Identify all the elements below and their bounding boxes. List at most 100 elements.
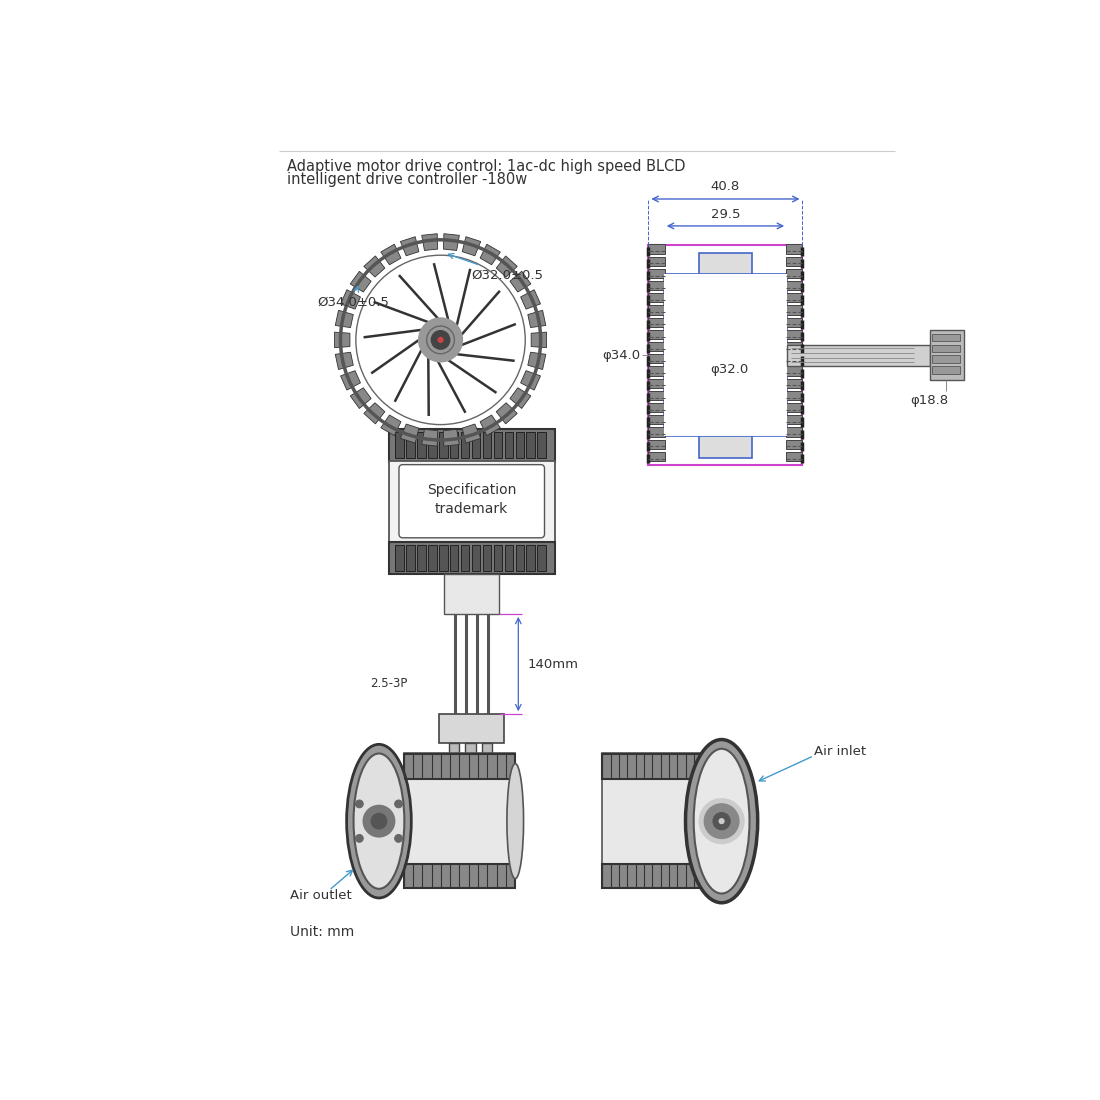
Bar <box>516 544 525 571</box>
Bar <box>439 714 505 744</box>
Text: φ34.0: φ34.0 <box>603 349 640 362</box>
Polygon shape <box>531 332 547 348</box>
Bar <box>483 432 492 459</box>
Bar <box>932 366 960 374</box>
Bar <box>649 354 666 363</box>
Polygon shape <box>350 272 371 292</box>
Text: Ø34.0±0.5: Ø34.0±0.5 <box>318 286 389 308</box>
Bar <box>649 452 666 461</box>
Bar <box>664 274 788 436</box>
Polygon shape <box>520 371 540 390</box>
Circle shape <box>395 835 403 843</box>
Bar <box>785 256 803 266</box>
Circle shape <box>350 249 531 431</box>
Circle shape <box>431 331 450 349</box>
Bar <box>404 864 515 888</box>
Bar <box>785 440 803 449</box>
Bar <box>698 253 752 274</box>
Bar <box>649 342 666 351</box>
Polygon shape <box>443 429 460 447</box>
Polygon shape <box>421 429 438 447</box>
Bar <box>666 276 785 434</box>
Bar <box>932 333 960 341</box>
Bar <box>461 544 470 571</box>
Bar <box>406 544 415 571</box>
Bar <box>428 432 437 459</box>
Bar <box>649 330 666 339</box>
Bar <box>932 355 960 363</box>
Polygon shape <box>480 415 501 436</box>
Bar <box>785 318 803 327</box>
Bar <box>649 415 666 425</box>
Circle shape <box>355 835 363 843</box>
Bar <box>785 415 803 425</box>
Bar <box>404 752 515 888</box>
Text: Specification: Specification <box>427 483 516 497</box>
Bar <box>395 432 404 459</box>
Bar <box>664 274 788 436</box>
Polygon shape <box>510 272 531 292</box>
Bar <box>785 342 803 351</box>
Text: 40.8: 40.8 <box>711 179 740 192</box>
Bar <box>649 282 666 290</box>
Circle shape <box>438 337 443 343</box>
Bar <box>649 403 666 412</box>
Text: Adaptive motor drive control: 1ac-dc high speed BLCD: Adaptive motor drive control: 1ac-dc hig… <box>286 158 685 174</box>
Polygon shape <box>510 388 531 408</box>
Circle shape <box>705 804 738 838</box>
Bar <box>472 544 481 571</box>
Bar <box>389 541 554 574</box>
Bar <box>389 429 554 462</box>
Circle shape <box>364 805 395 836</box>
Polygon shape <box>462 424 481 443</box>
Polygon shape <box>480 244 501 265</box>
Bar <box>439 432 448 459</box>
Bar <box>516 432 525 459</box>
Polygon shape <box>350 388 371 408</box>
Text: Unit: mm: Unit: mm <box>290 925 354 939</box>
Bar <box>395 544 404 571</box>
Bar <box>649 390 666 400</box>
Bar <box>494 544 503 571</box>
Bar <box>527 432 535 459</box>
Polygon shape <box>421 233 438 251</box>
Ellipse shape <box>694 749 749 893</box>
Bar <box>603 752 703 888</box>
Polygon shape <box>364 256 385 277</box>
Polygon shape <box>341 289 361 309</box>
Text: 140mm: 140mm <box>528 658 579 671</box>
FancyBboxPatch shape <box>399 464 544 538</box>
Circle shape <box>372 814 387 829</box>
Polygon shape <box>334 332 350 348</box>
Ellipse shape <box>507 763 524 879</box>
Circle shape <box>713 813 730 829</box>
Bar <box>505 432 514 459</box>
Polygon shape <box>400 424 419 443</box>
Bar <box>389 461 554 541</box>
Bar <box>649 318 666 327</box>
Bar <box>649 366 666 375</box>
Polygon shape <box>496 256 517 277</box>
Bar <box>482 744 492 760</box>
Bar <box>417 432 426 459</box>
Text: φ18.8: φ18.8 <box>911 394 948 407</box>
Bar <box>785 390 803 400</box>
Bar <box>932 344 960 352</box>
Bar <box>785 244 803 254</box>
Bar <box>603 864 703 888</box>
Bar <box>785 366 803 375</box>
Bar <box>450 544 459 571</box>
Bar <box>439 544 448 571</box>
Bar <box>785 330 803 339</box>
Bar <box>494 432 503 459</box>
Polygon shape <box>336 310 353 328</box>
Bar <box>538 544 546 571</box>
Bar <box>538 432 546 459</box>
Bar <box>465 744 476 760</box>
Bar <box>788 344 930 366</box>
Bar <box>406 432 415 459</box>
Polygon shape <box>496 403 517 424</box>
Bar <box>428 544 437 571</box>
Polygon shape <box>400 236 419 256</box>
Bar <box>785 294 803 302</box>
